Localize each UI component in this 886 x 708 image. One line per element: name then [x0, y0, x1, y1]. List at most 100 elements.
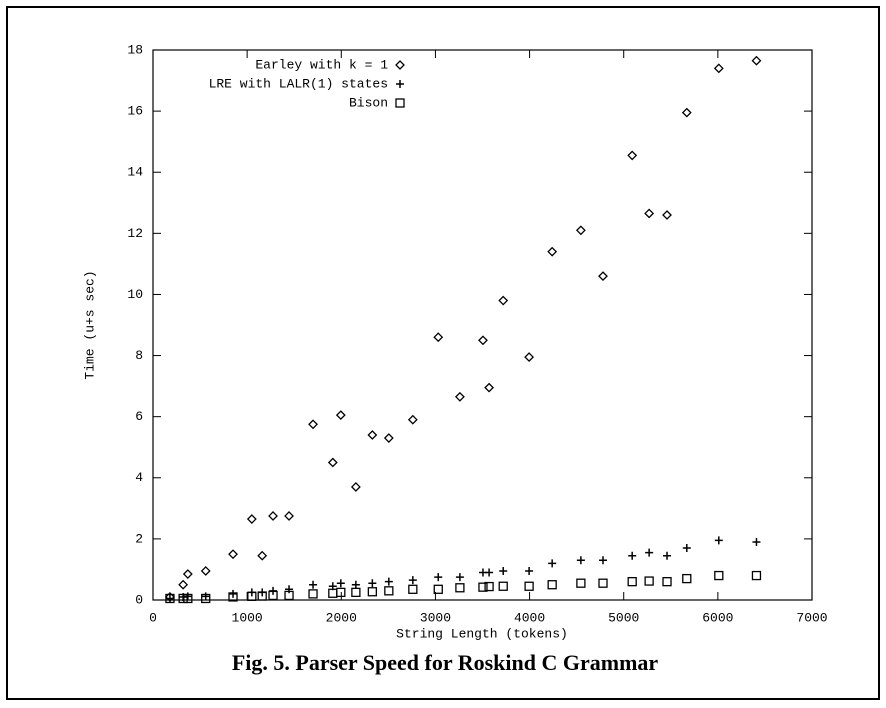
- point: [598, 578, 608, 588]
- point: [576, 578, 586, 588]
- point: [524, 581, 534, 591]
- point: [682, 544, 691, 553]
- point: [547, 580, 557, 590]
- y-tick-label: 12: [127, 226, 143, 241]
- point: [714, 570, 724, 581]
- point: [627, 150, 638, 161]
- figure-frame: [6, 6, 880, 700]
- point: [183, 592, 192, 601]
- x-tick-label: 6000: [702, 610, 733, 625]
- y-tick-label: 10: [127, 287, 143, 302]
- point: [455, 573, 464, 582]
- point: [498, 295, 509, 306]
- point: [328, 588, 338, 598]
- x-tick-label: 2000: [326, 610, 357, 625]
- point: [383, 433, 394, 443]
- legend-label: Bison: [349, 95, 388, 110]
- y-tick-label: 0: [135, 592, 143, 607]
- point: [433, 332, 444, 343]
- caption: Fig. 5. Parser Speed for Roskind C Gramm…: [232, 650, 659, 675]
- point: [183, 593, 193, 604]
- point: [367, 430, 378, 440]
- legend-label: Earley with k = 1: [255, 57, 388, 72]
- point: [713, 63, 724, 74]
- legend-marker: [396, 80, 404, 88]
- point: [257, 591, 267, 601]
- legend-marker: [395, 60, 405, 70]
- point: [284, 511, 294, 521]
- x-tick-label: 7000: [796, 610, 827, 625]
- point: [498, 581, 508, 591]
- point: [246, 514, 257, 524]
- point: [351, 587, 361, 598]
- point: [485, 568, 494, 577]
- point: [308, 419, 318, 430]
- point: [351, 580, 360, 589]
- point: [681, 107, 692, 118]
- point: [662, 577, 672, 587]
- y-tick-label: 2: [135, 531, 143, 546]
- x-tick-label: 5000: [608, 610, 639, 625]
- point: [268, 590, 278, 601]
- point: [627, 577, 637, 587]
- point: [200, 566, 211, 576]
- legend-marker: [395, 98, 405, 108]
- point: [434, 573, 443, 582]
- point: [628, 551, 637, 560]
- point: [478, 335, 488, 346]
- y-tick-label: 6: [135, 409, 143, 424]
- point: [247, 591, 257, 601]
- point: [229, 589, 238, 598]
- y-tick-label: 18: [127, 42, 143, 57]
- point: [663, 551, 672, 560]
- y-tick-label: 8: [135, 348, 143, 363]
- point: [484, 382, 495, 393]
- point: [228, 592, 238, 602]
- x-tick-label: 3000: [420, 610, 451, 625]
- point: [524, 352, 535, 363]
- point: [257, 550, 268, 561]
- x-tick-label: 0: [149, 610, 157, 625]
- y-axis-label: Time (u+s sec): [82, 270, 97, 379]
- point: [548, 559, 557, 568]
- point: [228, 549, 238, 560]
- point: [644, 208, 655, 219]
- point: [336, 587, 346, 598]
- point: [368, 579, 377, 588]
- point: [751, 570, 762, 581]
- point: [285, 585, 294, 594]
- point: [308, 589, 318, 599]
- point: [525, 566, 534, 575]
- point: [662, 210, 672, 220]
- point: [327, 457, 338, 468]
- point: [268, 511, 278, 521]
- point: [547, 246, 558, 257]
- point: [384, 577, 393, 586]
- point: [478, 582, 488, 592]
- x-axis-label: String Length (tokens): [396, 626, 568, 641]
- x-tick-label: 1000: [232, 610, 263, 625]
- point: [751, 55, 762, 66]
- point: [682, 573, 692, 584]
- x-tick-label: 4000: [514, 610, 545, 625]
- point: [455, 583, 465, 593]
- point: [178, 579, 189, 590]
- point: [714, 536, 723, 545]
- point: [336, 579, 345, 588]
- legend-label: LRE with LALR(1) states: [209, 76, 388, 91]
- point: [367, 587, 378, 597]
- point: [309, 580, 318, 589]
- point: [484, 581, 494, 592]
- plot-frame: [152, 49, 813, 601]
- point: [752, 537, 761, 546]
- y-tick-label: 4: [135, 470, 143, 485]
- point: [284, 590, 294, 601]
- point: [645, 548, 654, 557]
- point: [201, 593, 211, 604]
- point: [384, 586, 394, 596]
- y-tick-label: 14: [127, 165, 143, 180]
- point: [408, 576, 417, 585]
- point: [407, 414, 418, 425]
- point: [201, 592, 210, 601]
